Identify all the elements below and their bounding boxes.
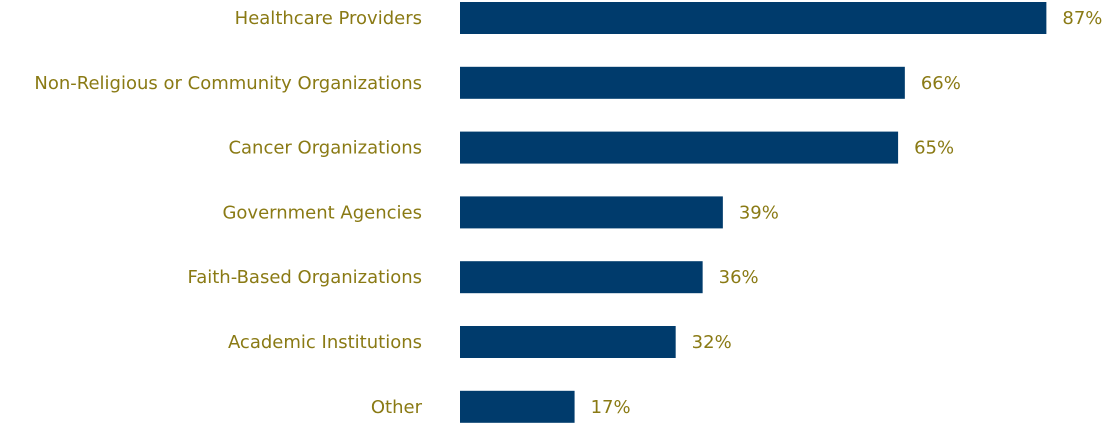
bar bbox=[460, 131, 899, 164]
category-label: Cancer Organizations bbox=[228, 138, 422, 159]
category-label: Non-Religious or Community Organizations bbox=[34, 73, 422, 94]
value-label: 39% bbox=[739, 202, 779, 223]
value-label: 32% bbox=[692, 332, 732, 353]
value-label: 66% bbox=[921, 73, 961, 94]
category-label: Academic Institutions bbox=[228, 332, 422, 353]
category-label: Healthcare Providers bbox=[235, 8, 422, 29]
bar bbox=[460, 261, 703, 294]
category-label: Government Agencies bbox=[222, 202, 422, 223]
bar bbox=[460, 66, 905, 99]
value-label: 17% bbox=[591, 397, 631, 418]
value-label: 65% bbox=[914, 138, 954, 159]
value-label: 36% bbox=[719, 267, 759, 288]
bar bbox=[460, 2, 1047, 34]
bar bbox=[460, 390, 575, 423]
bar bbox=[460, 326, 676, 358]
bar bbox=[460, 196, 723, 229]
category-label: Other bbox=[371, 397, 423, 418]
category-label: Faith-Based Organizations bbox=[188, 267, 422, 288]
value-label: 87% bbox=[1062, 8, 1102, 29]
